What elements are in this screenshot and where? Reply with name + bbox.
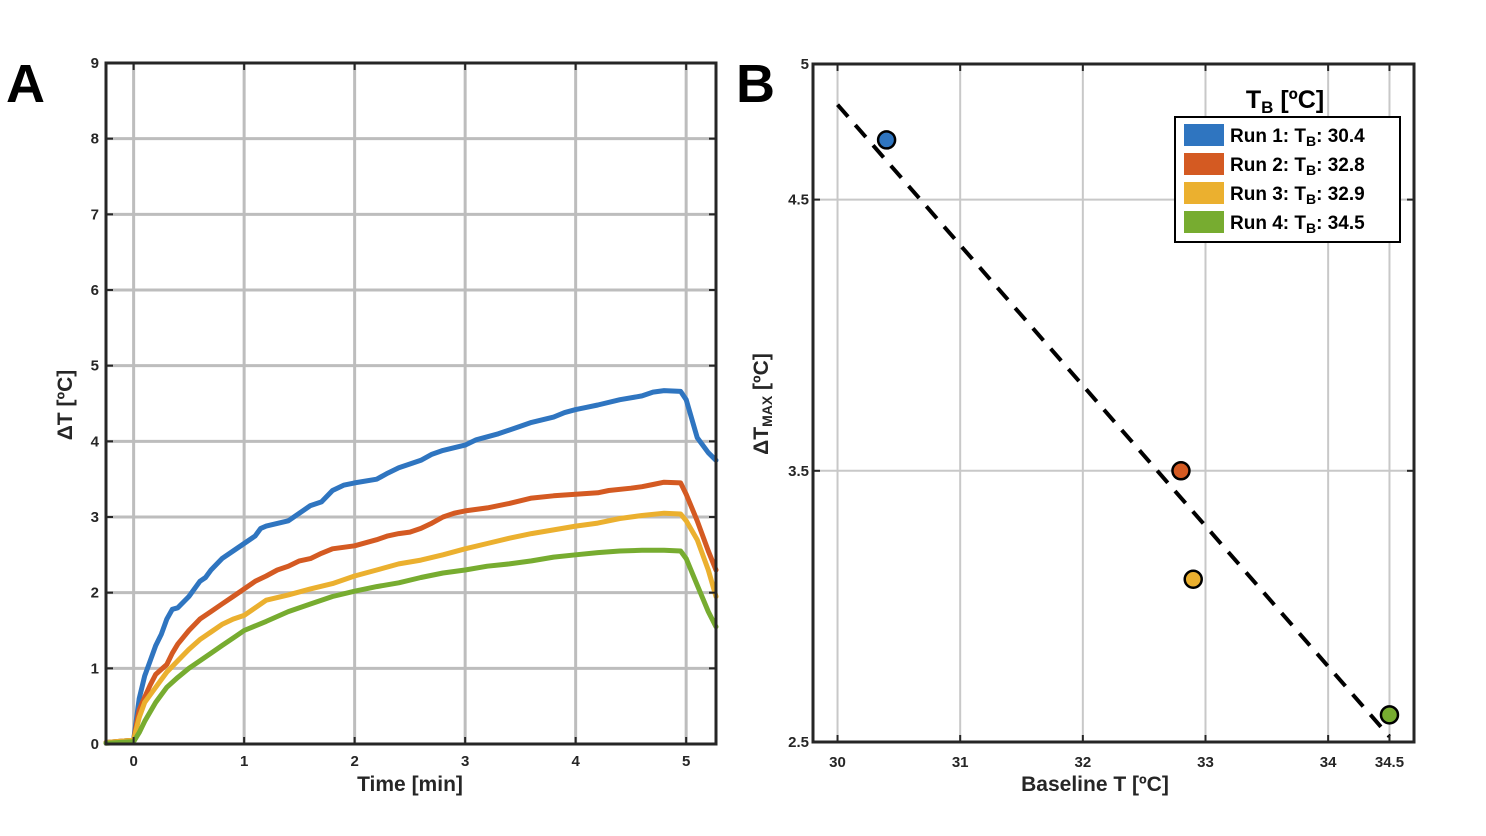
x-tick-label: 34 — [1320, 754, 1337, 771]
panel-b-tick-labels: 30 31 32 33 34 34.5 2.5 3.5 4.5 5 — [788, 56, 1404, 771]
panel-b-label: B — [736, 54, 775, 114]
y-tick-label: 6 — [91, 282, 99, 299]
plot-frame — [104, 61, 718, 746]
x-tick-label: 33 — [1197, 754, 1214, 771]
panel-b-x-axis-label: Baseline T [ºC] — [1021, 773, 1169, 796]
legend-entry-run-1: Run 1: TB: 30.4 — [1230, 126, 1365, 149]
series-line-run-3 — [103, 510, 719, 745]
panel-a-tick-labels: 0 1 2 3 4 5 0 1 2 3 4 5 6 7 8 9 — [91, 55, 691, 770]
legend-swatch-run-4 — [1184, 211, 1224, 233]
panel-a-label: A — [6, 54, 45, 114]
x-tick-label: 1 — [240, 753, 248, 770]
panel-a-series — [103, 388, 719, 746]
y-tick-label: 9 — [91, 55, 99, 72]
legend-items: Run 1: TB: 30.4 Run 2: TB: 32.8 Run 3: TB:… — [1184, 124, 1365, 236]
y-tick-label: 1 — [91, 660, 99, 677]
x-tick-label: 5 — [682, 753, 690, 770]
panel-b: B 30 31 32 33 34 34.5 2.5 3.5 4.5 5 Baseline T [º… — [736, 54, 1416, 796]
y-tick-label: 4 — [91, 433, 100, 450]
x-tick-label: 2 — [350, 753, 358, 770]
panel-b-y-axis-label: ΔTMAX [ºC] — [750, 353, 775, 455]
y-tick-label: 8 — [91, 131, 99, 148]
y-tick-label: 3.5 — [788, 463, 809, 480]
data-point-run-4 — [1379, 705, 1400, 725]
data-point-run-3 — [1183, 569, 1203, 590]
x-tick-label: 4 — [571, 753, 580, 770]
x-tick-label: 32 — [1074, 754, 1091, 771]
x-tick-label: 0 — [129, 753, 137, 770]
legend-title: TB [ºC] — [1246, 86, 1324, 117]
plot-frame — [811, 62, 1416, 744]
x-tick-label: 31 — [952, 754, 969, 771]
series-line-run-4 — [103, 547, 719, 746]
y-tick-label: 4.5 — [788, 192, 809, 209]
y-tick-label: 0 — [91, 736, 99, 753]
panel-b-fit-line — [836, 103, 1391, 738]
series-line-run-1 — [103, 388, 719, 745]
legend-entry-run-2: Run 2: TB: 32.8 — [1230, 155, 1365, 178]
legend-entry-run-3: Run 3: TB: 32.9 — [1230, 184, 1365, 207]
legend-swatch-run-2 — [1184, 153, 1224, 175]
panel-a-y-axis-label: ΔT [ºC] — [54, 370, 77, 441]
panel-b-points — [876, 130, 1400, 725]
y-tick-label: 2 — [91, 585, 99, 602]
x-tick-label: 3 — [461, 753, 469, 770]
panel-b-frame — [811, 62, 1416, 744]
y-tick-label: 5 — [801, 56, 809, 73]
legend-swatch-run-1 — [1184, 124, 1224, 146]
y-tick-label: 7 — [91, 206, 99, 223]
data-point-run-2 — [1171, 461, 1191, 481]
y-tick-label: 5 — [91, 358, 99, 375]
legend-swatch-run-3 — [1184, 182, 1224, 204]
y-tick-label: 2.5 — [788, 734, 809, 751]
legend-entry-run-4: Run 4: TB: 34.5 — [1230, 213, 1365, 236]
fit-line — [836, 103, 1391, 738]
x-tick-label: 34.5 — [1375, 754, 1404, 771]
panel-a-frame — [104, 61, 718, 746]
panel-a: A 0 1 2 3 4 5 0 1 2 3 4 5 6 7 8 9 Time [min] ΔT [ºC] — [6, 54, 719, 796]
panel-a-x-axis-label: Time [min] — [357, 773, 463, 796]
y-tick-label: 3 — [91, 509, 99, 526]
series-line-run-2 — [103, 479, 719, 745]
data-point-run-1 — [876, 130, 897, 150]
x-tick-label: 30 — [829, 754, 846, 771]
